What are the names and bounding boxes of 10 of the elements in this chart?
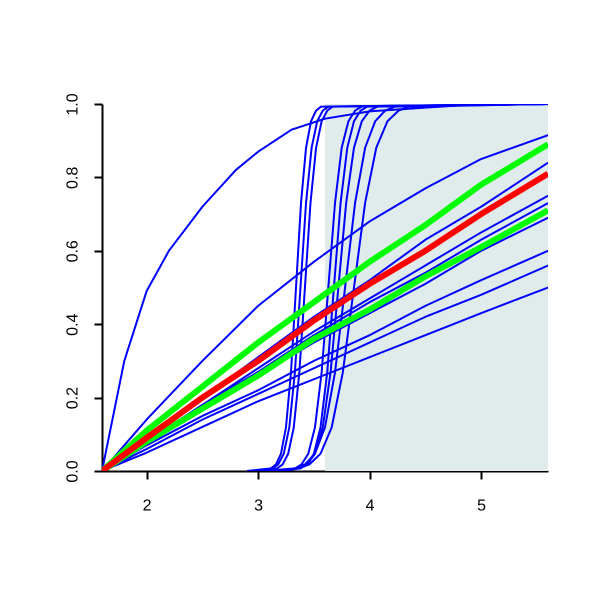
y-tick-label: 0.8: [64, 166, 82, 190]
y-tick-label: 0.0: [64, 460, 82, 483]
x-tick-label: 3: [254, 498, 264, 514]
y-tick-label: 0.4: [64, 313, 82, 336]
x-tick-label: 5: [477, 498, 486, 514]
x-tick-label: 4: [366, 498, 375, 514]
x-tick-label: 2: [142, 498, 152, 514]
y-tick-label: 0.2: [64, 386, 82, 410]
y-tick-label: 0.6: [64, 240, 82, 262]
y-tick-label: 1.0: [64, 93, 82, 116]
